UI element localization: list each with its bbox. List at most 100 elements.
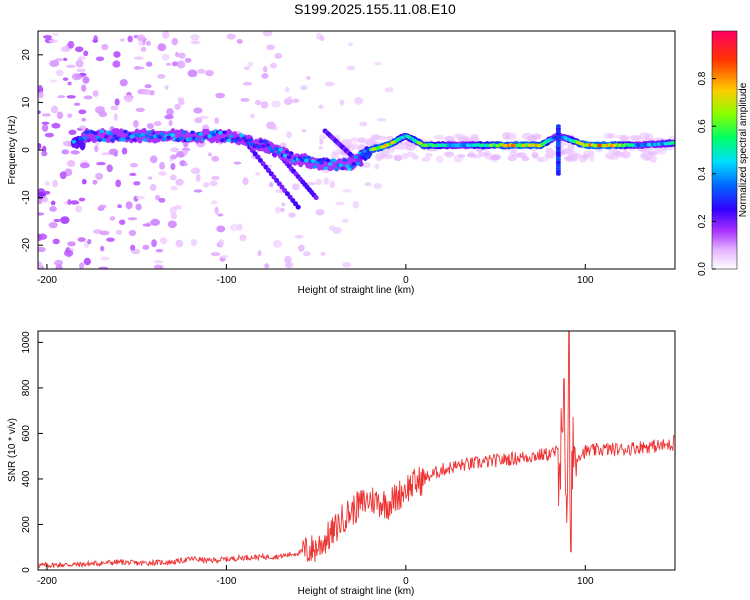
- heatmap-ridge-core: [123, 129, 128, 134]
- heatmap-noise-blob: [173, 205, 183, 210]
- heatmap-noise-blob: [269, 181, 274, 188]
- x-tick-label: 0: [403, 576, 409, 587]
- heatmap-noise-blob: [83, 95, 93, 100]
- heatmap-halo-blob: [381, 153, 394, 160]
- heatmap-halo-blob: [375, 154, 383, 162]
- heatmap-noise-blob: [101, 43, 109, 51]
- heatmap-noise-blob: [373, 182, 383, 189]
- heatmap-halo-blob: [516, 152, 527, 158]
- heatmap-noise-blob: [67, 81, 72, 86]
- heatmap-noise-blob: [38, 143, 42, 150]
- heatmap-noise-blob: [242, 81, 253, 86]
- heatmap-ridge-core: [349, 164, 354, 169]
- heatmap-noise-blob: [127, 35, 133, 43]
- snr-panel: -200 -100 0 100 0 200 400 600 800 1000 Height of…: [7, 330, 676, 597]
- heatmap-noise-blob: [75, 205, 83, 213]
- heatmap-ridge-core: [86, 138, 92, 143]
- heatmap-noise-blob: [70, 150, 80, 155]
- heatmap-ridge-core: [157, 135, 163, 139]
- heatmap-noise-blob: [101, 152, 111, 156]
- x-tick-label: 100: [577, 275, 594, 286]
- heatmap-halo-blob: [536, 156, 549, 163]
- heatmap-noise-blob: [70, 200, 80, 205]
- heatmap-streak-blob: [252, 151, 258, 157]
- heatmap-noise-blob: [216, 225, 226, 233]
- heatmap-noise-blob: [42, 195, 48, 203]
- heatmap-streak-blob: [258, 157, 264, 163]
- heatmap-vertical-blip: [555, 124, 561, 129]
- heatmap-ridge-core: [207, 134, 212, 138]
- heatmap-noise-blob: [279, 142, 287, 149]
- heatmap-noise-blob: [108, 148, 119, 156]
- heatmap-ridge-core: [190, 130, 195, 135]
- heatmap-noise-blob: [67, 241, 76, 247]
- heatmap-ridge-core: [144, 133, 150, 138]
- heatmap-noise-blob: [374, 61, 382, 66]
- heatmap-streak-blob: [313, 195, 319, 201]
- heatmap-ridge-core: [248, 138, 253, 142]
- heatmap-noise-blob: [145, 40, 151, 46]
- heatmap-halo-blob: [574, 153, 582, 159]
- heatmap-noise-blob: [78, 109, 87, 115]
- heatmap-ridge-core: [228, 134, 234, 138]
- spectrogram-x-axis-label: Height of straight line (km): [298, 285, 415, 296]
- heatmap-halo-blob: [531, 151, 539, 159]
- heatmap-noise-blob: [261, 72, 269, 79]
- heatmap-streak-blob: [287, 194, 293, 200]
- heatmap-noise-blob: [146, 123, 154, 129]
- heatmap-halo-blob: [453, 154, 464, 163]
- heatmap-noise-blob: [133, 119, 139, 128]
- heatmap-noise-blob: [183, 162, 188, 167]
- heatmap-halo-blob: [621, 151, 631, 159]
- heatmap-noise-blob: [63, 57, 68, 61]
- heatmap-noise-blob: [140, 46, 147, 52]
- heatmap-noise-blob: [73, 102, 81, 106]
- heatmap-noise-blob: [147, 176, 153, 180]
- heatmap-noise-blob: [240, 97, 250, 102]
- y-tick-label: 20: [21, 49, 32, 61]
- heatmap-noise-blob: [335, 201, 345, 206]
- heatmap-ridge-core: [147, 130, 152, 134]
- heatmap-ridge-core: [287, 155, 292, 159]
- heatmap-halo-blob: [644, 133, 654, 141]
- heatmap-noise-blob: [384, 87, 394, 93]
- y-tick-label: 600: [21, 425, 32, 442]
- heatmap-noise-blob: [341, 218, 349, 223]
- heatmap-noise-blob: [49, 79, 58, 83]
- heatmap-noise-blob: [315, 178, 323, 186]
- heatmap-ridge-core: [239, 133, 245, 138]
- heatmap-noise-blob: [166, 108, 174, 116]
- heatmap-noise-blob: [218, 239, 224, 247]
- heatmap-noise-blob: [202, 182, 210, 188]
- heatmap-noise-blob: [81, 178, 87, 185]
- heatmap-noise-blob: [324, 81, 335, 87]
- heatmap-noise-blob: [123, 94, 134, 103]
- heatmap-noise-blob: [271, 100, 281, 108]
- heatmap-noise-blob: [361, 162, 371, 169]
- heatmap-noise-blob: [38, 246, 46, 253]
- heatmap-halo-blob: [386, 135, 394, 141]
- heatmap-halo-blob: [365, 138, 375, 143]
- heatmap-ridge-core: [304, 158, 309, 163]
- heatmap-ridge-core: [110, 138, 115, 142]
- heatmap-noise-blob: [38, 84, 43, 91]
- heatmap-noise-blob: [41, 113, 52, 117]
- colorbar: 0.0 0.2 0.4 0.6 0.8 Normalized spectral ampl…: [697, 30, 749, 276]
- spectrogram-y-ticks: -20 -10 0 10 20: [21, 49, 43, 252]
- heatmap-noise-blob: [171, 37, 178, 46]
- heatmap-noise-blob: [247, 61, 254, 68]
- heatmap-noise-blob: [298, 244, 305, 252]
- heatmap-ridge-core: [271, 152, 277, 157]
- heatmap-ridge-core: [218, 130, 223, 135]
- heatmap-noise-blob: [342, 188, 352, 193]
- heatmap-noise-blob: [219, 255, 228, 259]
- heatmap-noise-blob: [211, 175, 220, 181]
- heatmap-noise-blob: [183, 149, 189, 156]
- heatmap-noise-blob: [269, 62, 278, 69]
- heatmap-noise-blob: [155, 248, 164, 253]
- heatmap-noise-blob: [81, 84, 87, 92]
- heatmap-noise-blob: [323, 177, 330, 186]
- snr-line: [38, 331, 675, 569]
- heatmap-ridge-core: [256, 144, 262, 149]
